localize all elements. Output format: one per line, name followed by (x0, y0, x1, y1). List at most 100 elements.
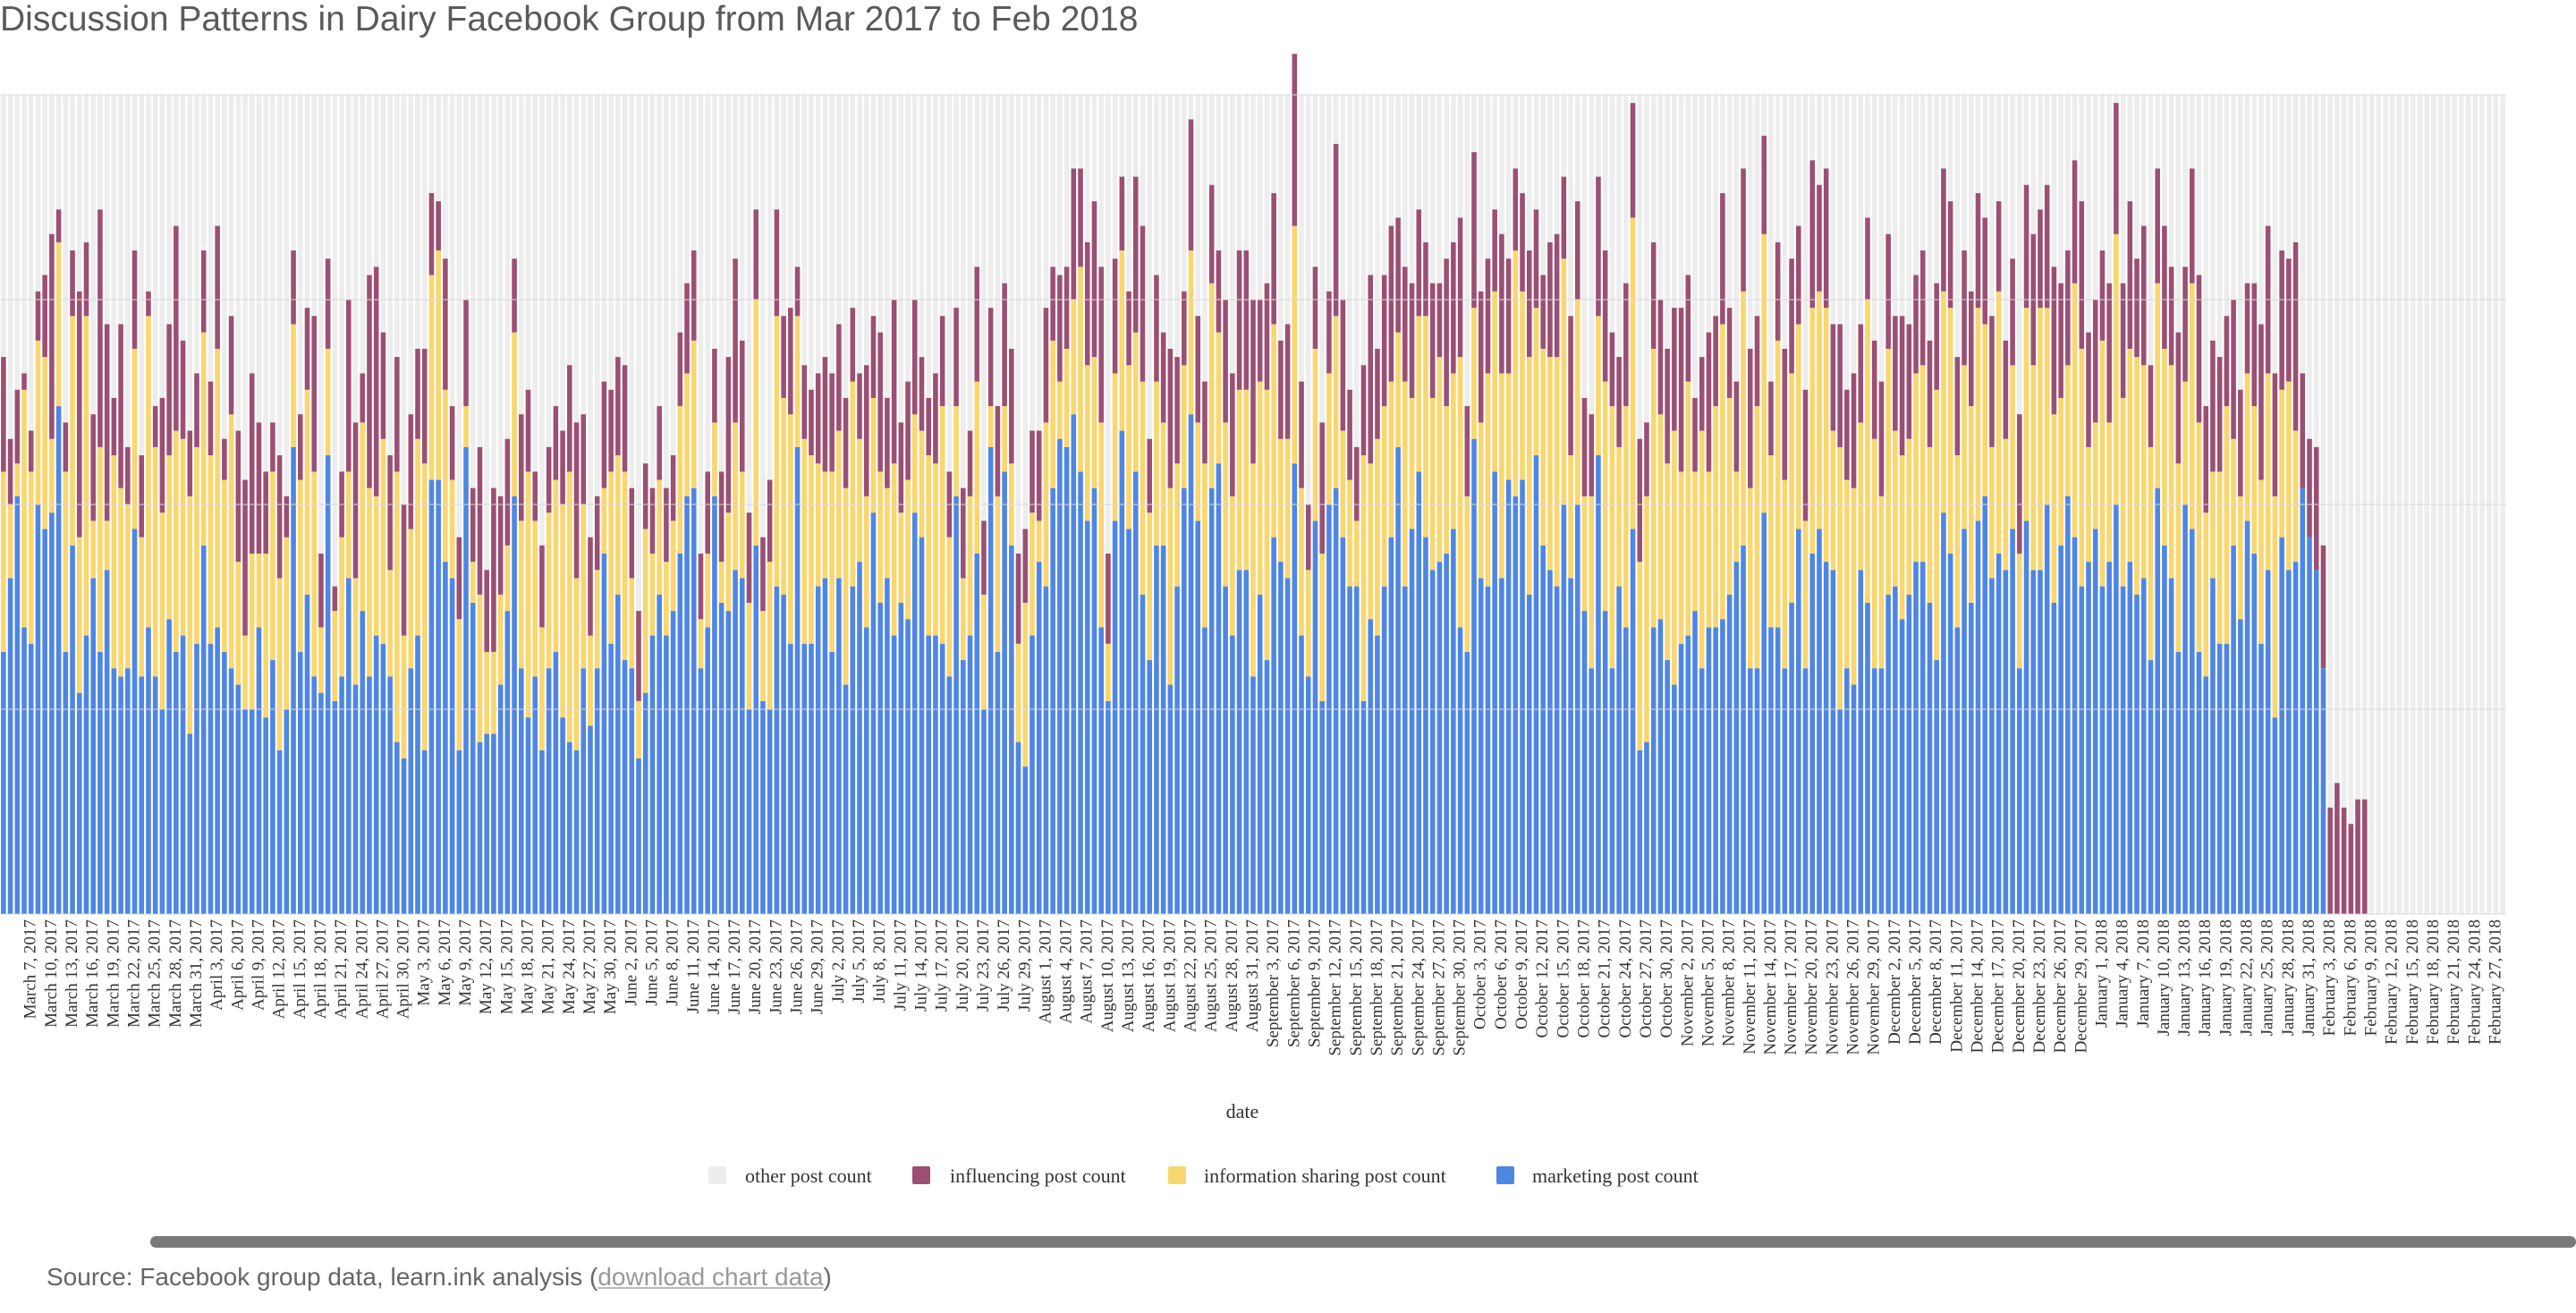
bar-information-sharing (7, 504, 13, 579)
bar-influencing (1250, 300, 1256, 464)
bar-information-sharing (608, 471, 614, 644)
bar-marketing (967, 635, 973, 914)
bar-marketing (1292, 463, 1298, 914)
x-tick-label: July 5, 2017 (850, 919, 869, 1003)
bar-influencing (1837, 324, 1843, 447)
bar-information-sharing (1257, 381, 1263, 595)
horizontal-scrollbar[interactable] (150, 1236, 2576, 1248)
bar-influencing (525, 389, 531, 472)
bar-information-sharing (42, 357, 47, 529)
bar-information-sharing (118, 487, 123, 677)
bar-marketing (877, 602, 883, 914)
bar-information-sharing (428, 275, 435, 480)
bar-influencing (863, 365, 869, 496)
download-chart-data-link[interactable]: download chart data (597, 1263, 824, 1291)
bar-marketing (1140, 594, 1146, 914)
bar-influencing (781, 316, 786, 398)
bar-influencing (166, 324, 172, 456)
bar-influencing (436, 201, 441, 251)
bar-information-sharing (1782, 479, 1788, 669)
bar-marketing (774, 586, 780, 914)
bar-information-sharing (1747, 487, 1753, 669)
bar-marketing (97, 651, 103, 914)
bar-influencing (1913, 275, 1919, 374)
bar-influencing (2327, 807, 2333, 914)
bar-influencing (1015, 553, 1021, 644)
bar-information-sharing (1741, 291, 1746, 546)
bar-influencing (850, 308, 856, 382)
bar-influencing (1485, 258, 1491, 374)
bar-marketing (463, 446, 469, 914)
bar-influencing (1409, 283, 1415, 398)
bar-marketing (2058, 545, 2063, 914)
bar-influencing (1208, 184, 1215, 284)
bar-marketing (1188, 414, 1194, 914)
bar-influencing (2334, 783, 2340, 914)
bar-information-sharing (2017, 553, 2022, 669)
bar-influencing (1091, 201, 1097, 358)
legend-swatch-other (708, 1166, 726, 1184)
bar-influencing (1381, 275, 1387, 407)
bar-influencing (1657, 300, 1664, 415)
bar-influencing (2190, 168, 2195, 284)
bar-marketing (49, 512, 55, 914)
bar-influencing (249, 373, 255, 554)
source-note: Source: Facebook group data, learn.ink a… (47, 1263, 832, 1292)
bar-information-sharing (1561, 258, 1567, 504)
x-tick-label: February 9, 2018 (2361, 919, 2380, 1036)
bar-influencing (291, 250, 296, 325)
bar-influencing (1133, 176, 1139, 333)
bar-marketing (2244, 521, 2250, 914)
bar-information-sharing (857, 438, 862, 563)
bar-information-sharing (1057, 381, 1063, 439)
bar-marketing (836, 578, 842, 914)
x-tick-label: August 28, 2017 (1223, 919, 1241, 1032)
bar-influencing (664, 487, 669, 563)
bar-information-sharing (1478, 422, 1484, 579)
bar-information-sharing (1865, 300, 1870, 603)
bar-information-sharing (677, 406, 683, 554)
x-tick-label: December 20, 2017 (2010, 919, 2029, 1053)
bar-information-sharing (1167, 487, 1174, 685)
bar-information-sharing (1133, 332, 1139, 472)
bar-marketing (215, 627, 220, 914)
bar-influencing (484, 570, 489, 652)
bar-information-sharing (1326, 373, 1332, 504)
bar-marketing (801, 643, 808, 914)
bar-information-sharing (470, 562, 476, 603)
bar-influencing (380, 332, 386, 439)
bar-influencing (981, 521, 987, 595)
bar-influencing (1962, 250, 1967, 366)
bar-marketing (1644, 741, 1649, 914)
legend-swatch-influencing (912, 1166, 930, 1184)
bar-marketing (898, 602, 904, 914)
bar-marketing (1837, 709, 1843, 914)
bar-marketing (961, 660, 966, 914)
bar-marketing (1650, 627, 1657, 914)
bar-influencing (497, 496, 504, 595)
bar-marketing (1284, 578, 1291, 914)
bar-marketing (1782, 668, 1788, 914)
bar-influencing (1299, 381, 1304, 488)
bar-marketing (2320, 668, 2326, 914)
bar-influencing (180, 340, 186, 439)
bar-marketing (1126, 529, 1131, 914)
bar-information-sharing (843, 487, 849, 685)
bar-information-sharing (1284, 438, 1291, 579)
bar-marketing (1063, 446, 1070, 914)
bar-influencing (2216, 357, 2223, 472)
bar-influencing (97, 209, 103, 447)
bar-information-sharing (1360, 455, 1367, 701)
bar-influencing (360, 373, 366, 423)
x-tick-label: May 18, 2017 (519, 919, 538, 1014)
bar-information-sharing (1015, 643, 1021, 742)
bar-marketing (387, 676, 393, 914)
bar-influencing (408, 414, 414, 529)
bar-marketing (1678, 643, 1684, 914)
bar-influencing (70, 250, 75, 317)
bar-marketing (2272, 717, 2278, 914)
bar-marketing (718, 602, 724, 914)
bar-information-sharing (1830, 430, 1836, 571)
bar-influencing (718, 471, 724, 563)
bar-information-sharing (1098, 422, 1104, 628)
